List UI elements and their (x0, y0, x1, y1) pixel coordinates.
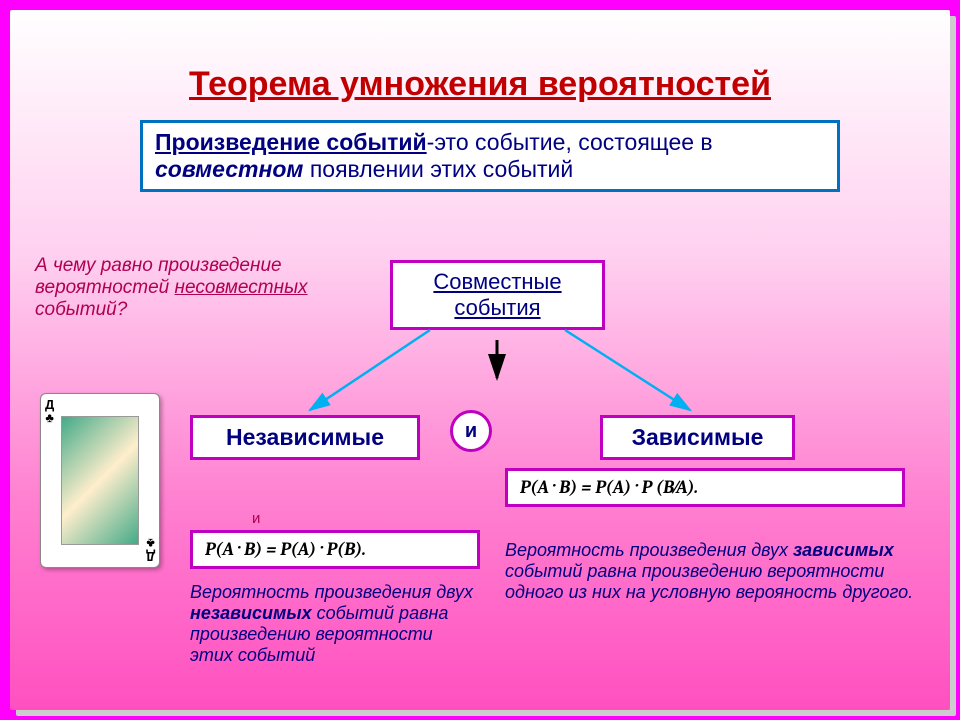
definition-box: Произведение событий-это событие, состоя… (140, 120, 840, 192)
and-connector: и (450, 410, 492, 452)
card-rank-br: Д♣ (146, 537, 155, 563)
explain-dependent: Вероятность произведения двух зависимых … (505, 540, 915, 603)
slide-frame: Теорема умножения вероятностей Произведе… (10, 10, 950, 710)
formula-dependent: P(A · B) = P(A) · P (B⁄A). (505, 468, 905, 507)
card-face-art (61, 416, 139, 545)
definition-term: Произведение событий (155, 129, 427, 155)
card-rank-tl: Д♣ (45, 398, 54, 424)
joint-events-box: Совместные события (390, 260, 605, 330)
and-small-label: и (252, 510, 260, 527)
playing-card: Д♣ Д♣ (40, 393, 160, 568)
dependent-box: Зависимые (600, 415, 795, 460)
independent-box: Независимые (190, 415, 420, 460)
formula-independent: P(A · B) = P(A) · P(B). (190, 530, 480, 569)
explain-independent: Вероятность произведения двух независимы… (190, 582, 480, 666)
connector-arrows (10, 10, 950, 710)
slide-title: Теорема умножения вероятностей (10, 65, 950, 104)
question-text: А чему равно произведение вероятностей н… (35, 255, 325, 321)
